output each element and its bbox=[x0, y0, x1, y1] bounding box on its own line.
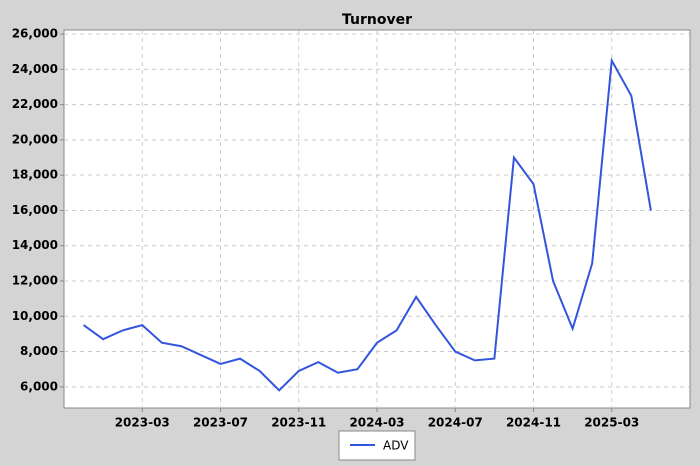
x-tick-label: 2024-03 bbox=[349, 416, 404, 430]
x-tick-label: 2024-11 bbox=[506, 416, 561, 430]
y-tick-label: 14,000 bbox=[12, 238, 58, 252]
y-tick-label: 22,000 bbox=[12, 97, 58, 111]
chart-title: Turnover bbox=[342, 12, 412, 28]
y-tick-label: 16,000 bbox=[12, 203, 58, 217]
x-tick-label: 2025-03 bbox=[584, 416, 639, 430]
y-tick-label: 18,000 bbox=[12, 168, 58, 182]
x-tick-label: 2023-03 bbox=[115, 416, 170, 430]
y-tick-label: 8,000 bbox=[20, 344, 58, 358]
x-tick-label: 2024-07 bbox=[428, 416, 483, 430]
y-tick-label: 6,000 bbox=[20, 379, 58, 393]
y-tick-label: 12,000 bbox=[12, 274, 58, 288]
data-line bbox=[82, 57, 652, 392]
x-tick-label: 2023-11 bbox=[271, 416, 326, 430]
legend-label: ADV bbox=[383, 439, 409, 453]
y-tick-label: 20,000 bbox=[12, 132, 58, 146]
y-tick-label: 24,000 bbox=[12, 62, 58, 76]
y-tick-label: 26,000 bbox=[12, 27, 58, 41]
x-tick-label: 2023-07 bbox=[193, 416, 248, 430]
y-tick-label: 10,000 bbox=[12, 309, 58, 323]
